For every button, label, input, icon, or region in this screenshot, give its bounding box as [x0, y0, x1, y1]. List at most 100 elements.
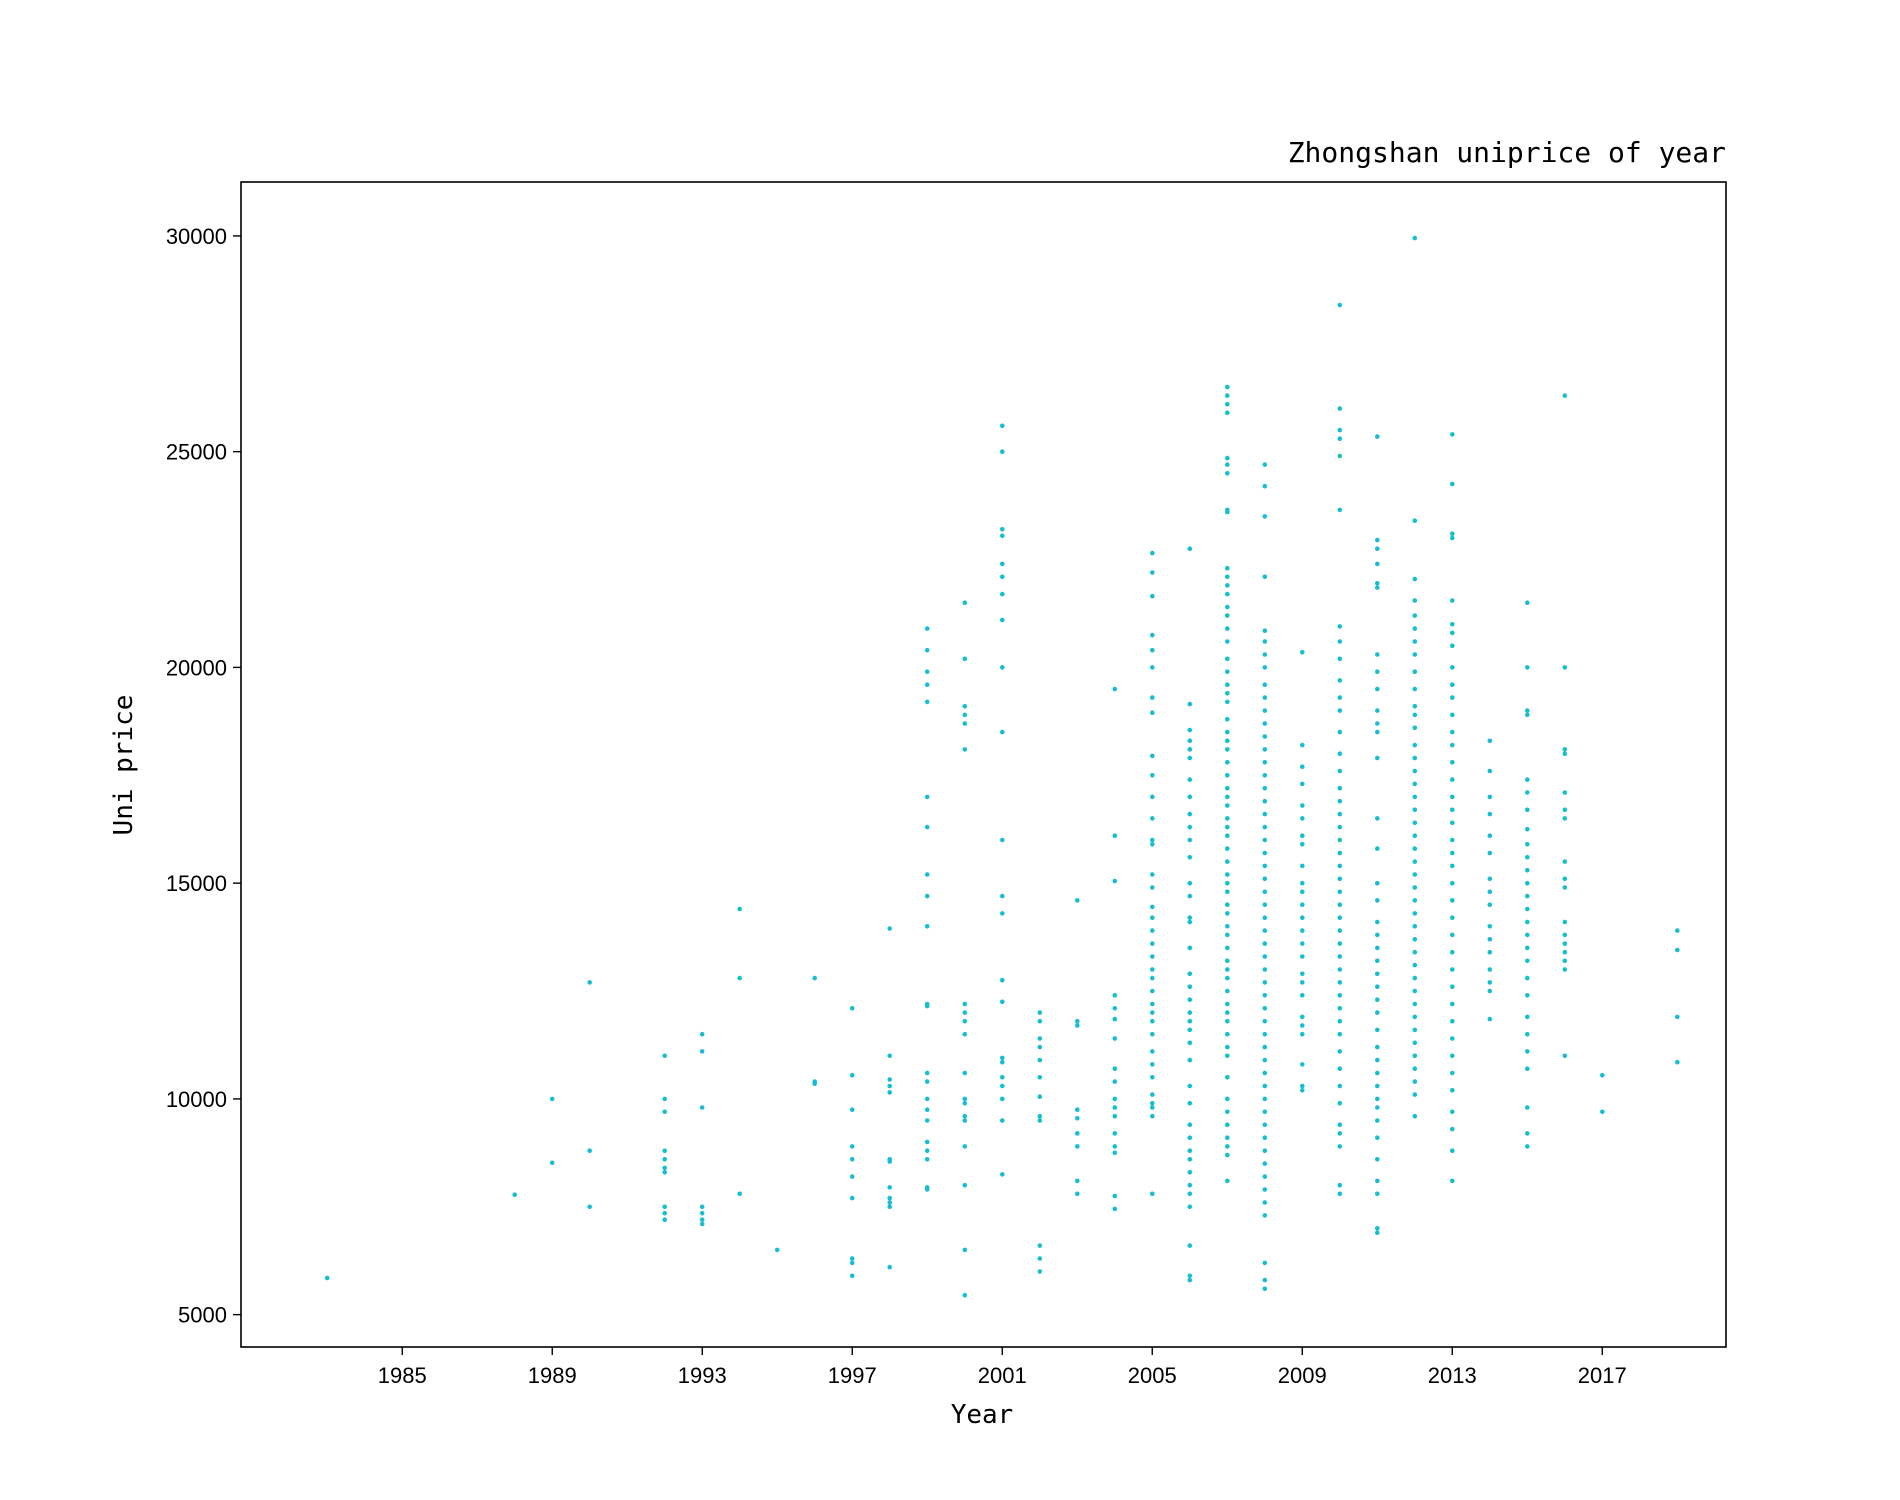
data-point: [1450, 1053, 1455, 1059]
data-point: [1412, 975, 1418, 981]
data-point: [1337, 1100, 1343, 1106]
x-axis: 1985 1989 1993 1997 2001 2005 2009 2013 2017: [378, 1347, 1627, 1388]
data-point: [1262, 462, 1268, 467]
data-point: [1262, 785, 1268, 791]
data-point: [1412, 755, 1418, 761]
data-point: [1412, 669, 1418, 674]
data-point: [662, 1109, 667, 1115]
data-point: [1412, 846, 1418, 851]
data-point: [1150, 915, 1155, 920]
data-point: [1187, 945, 1193, 951]
data-point: [962, 1018, 968, 1024]
data-point: [1225, 1031, 1230, 1037]
data-point: [1300, 842, 1305, 847]
data-point: [1675, 1059, 1680, 1065]
data-point: [1262, 695, 1268, 700]
data-point: [1187, 915, 1193, 920]
data-point: [1300, 650, 1305, 655]
data-point: [849, 1260, 855, 1266]
data-point: [924, 1079, 930, 1084]
data-point: [1225, 1010, 1230, 1015]
data-point: [1675, 928, 1680, 933]
plot-area-frame: [240, 181, 1727, 1348]
data-point: [1450, 1109, 1455, 1115]
data-point: [1262, 863, 1268, 869]
data-point: [1150, 1113, 1155, 1119]
data-point: [849, 1174, 855, 1179]
data-point: [1262, 837, 1268, 843]
data-point: [1525, 790, 1530, 795]
y-tick-label: 10000: [166, 1087, 227, 1112]
data-point: [1375, 546, 1380, 552]
data-point: [1412, 872, 1418, 877]
data-point: [1262, 1187, 1268, 1192]
data-point: [1187, 1040, 1193, 1046]
data-point: [1412, 1014, 1418, 1020]
data-point: [1450, 1001, 1455, 1007]
data-point: [1150, 593, 1155, 599]
data-point: [1375, 721, 1380, 726]
data-point: [1150, 1049, 1155, 1054]
data-point: [1375, 898, 1380, 903]
data-point: [1337, 850, 1343, 856]
data-point: [1187, 1122, 1193, 1128]
data-point: [1225, 509, 1230, 515]
data-point: [1150, 665, 1155, 670]
data-point: [1262, 915, 1268, 920]
data-point: [1187, 1182, 1193, 1188]
data-point: [1262, 628, 1268, 633]
data-point: [587, 1148, 592, 1153]
data-point: [1450, 1178, 1455, 1184]
data-point: [887, 1083, 892, 1089]
data-point: [1450, 807, 1455, 813]
data-point: [1225, 1135, 1230, 1140]
data-point: [1225, 1109, 1230, 1115]
data-point: [1187, 984, 1193, 989]
data-point: [1262, 747, 1268, 752]
data-point: [1225, 691, 1230, 696]
data-point: [1112, 833, 1118, 838]
data-point: [1187, 855, 1193, 860]
data-point: [1037, 1044, 1043, 1050]
data-point: [924, 794, 930, 800]
data-point: [1300, 971, 1305, 977]
data-point: [1562, 876, 1568, 882]
data-point: [962, 1113, 968, 1119]
data-point: [1412, 652, 1418, 657]
data-point: [1487, 924, 1493, 929]
data-point: [962, 1144, 968, 1149]
data-point: [1412, 949, 1418, 955]
data-point: [1525, 880, 1530, 886]
data-point: [1187, 727, 1193, 733]
data-point: [962, 600, 968, 605]
data-point: [1375, 984, 1380, 989]
data-point: [1337, 889, 1343, 895]
data-point: [1375, 932, 1380, 938]
data-point: [1150, 816, 1155, 821]
data-point: [1262, 1277, 1268, 1283]
data-point: [1450, 1088, 1455, 1093]
data-point: [1112, 1206, 1118, 1212]
data-point: [924, 1096, 930, 1102]
x-tick-label: 1997: [828, 1363, 877, 1388]
data-point: [1412, 937, 1418, 942]
data-point: [1375, 1027, 1380, 1033]
data-point: [1375, 816, 1380, 821]
data-point: [1225, 1001, 1230, 1007]
data-point: [1187, 997, 1193, 1002]
data-point: [1262, 1122, 1268, 1128]
data-point: [1337, 708, 1343, 713]
data-point: [1262, 1057, 1268, 1063]
data-point: [1150, 550, 1155, 556]
data-point: [1225, 682, 1230, 687]
data-point: [1225, 1122, 1230, 1128]
data-point: [1150, 773, 1155, 778]
data-point: [887, 926, 892, 931]
data-point: [1187, 1170, 1193, 1175]
data-point: [1375, 1135, 1380, 1140]
data-point: [1262, 902, 1268, 907]
data-point: [924, 924, 930, 929]
data-point: [1262, 1135, 1268, 1140]
x-tick-label: 2001: [978, 1363, 1027, 1388]
x-tick-label: 1993: [678, 1363, 727, 1388]
